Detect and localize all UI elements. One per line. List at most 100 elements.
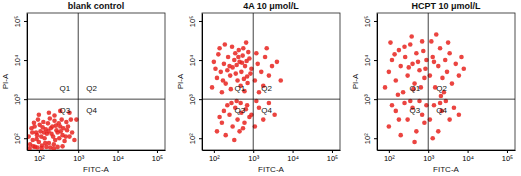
- x-tick: 10⁵: [152, 150, 163, 163]
- x-axis-title: FITC-A: [258, 165, 284, 174]
- y-axis-title: PI-A: [176, 73, 185, 89]
- event-dot: [403, 55, 408, 60]
- event-dot: [450, 81, 455, 86]
- quadrant-label: Q1: [410, 84, 421, 93]
- x-tick: 10³: [423, 150, 434, 163]
- panel-title: blank control: [68, 1, 125, 11]
- figure: Q1Q2Q3Q410²10³10⁴10⁵10²10³10⁴10⁵blank co…: [0, 0, 521, 176]
- event-dot: [392, 52, 397, 57]
- event-dot: [272, 112, 277, 117]
- x-tick: 10⁵: [327, 150, 338, 163]
- x-tick-mark: [214, 150, 215, 153]
- event-dot: [452, 106, 457, 111]
- event-dot: [215, 76, 220, 81]
- quadrant-label: Q2: [86, 84, 97, 93]
- x-tick: 10⁴: [112, 150, 124, 163]
- event-dot: [390, 103, 395, 108]
- event-dot: [461, 66, 466, 71]
- quadrant-label: Q3: [60, 106, 71, 115]
- event-dot: [223, 42, 228, 47]
- x-tick-mark: [507, 150, 508, 153]
- event-dot: [443, 58, 448, 63]
- event-dot: [46, 121, 51, 126]
- event-dot: [432, 60, 437, 65]
- x-tick-label: 10²: [384, 154, 395, 163]
- quadrant-label: Q2: [436, 84, 447, 93]
- event-dot: [64, 120, 69, 125]
- quadrant-label: Q3: [235, 106, 246, 115]
- event-dot: [229, 101, 234, 106]
- x-axis-line: [28, 150, 166, 151]
- event-dot: [254, 51, 259, 56]
- event-dot: [430, 136, 435, 141]
- event-dot: [412, 140, 417, 145]
- event-dot: [242, 120, 247, 125]
- y-tick: 10³: [188, 94, 202, 105]
- event-dot: [244, 59, 249, 64]
- event-dot: [215, 129, 220, 134]
- x-tick-mark: [428, 150, 429, 153]
- event-dot: [232, 138, 237, 143]
- x-tick-label: 10³: [423, 154, 434, 163]
- event-dot: [397, 117, 402, 122]
- x-tick: 10⁵: [502, 150, 513, 163]
- x-axis: 10²10³10⁴10⁵: [378, 150, 516, 163]
- event-dot: [414, 129, 419, 134]
- event-dot: [401, 90, 406, 95]
- x-tick-mark: [389, 150, 390, 153]
- y-tick-mark: [199, 99, 202, 100]
- event-dot: [233, 51, 238, 56]
- plot-frame: [377, 13, 515, 150]
- event-dot: [263, 55, 268, 60]
- event-dot: [393, 109, 398, 114]
- event-dot: [69, 117, 74, 122]
- event-dot: [434, 32, 439, 37]
- event-dot: [44, 145, 49, 150]
- event-dot: [37, 112, 42, 117]
- y-tick: 10⁴: [13, 55, 27, 67]
- quadrant-label: Q1: [235, 84, 246, 93]
- gate-line: [78, 13, 79, 150]
- event-dot: [233, 71, 238, 76]
- event-dot: [405, 73, 410, 78]
- event-dot: [438, 101, 443, 106]
- event-dot: [264, 46, 269, 51]
- quadrant-label: Q1: [60, 84, 71, 93]
- gate-line: [428, 13, 429, 150]
- event-dot: [453, 62, 458, 67]
- x-tick-mark: [78, 150, 79, 153]
- event-dot: [212, 60, 217, 65]
- event-dot: [421, 49, 426, 54]
- event-dot: [52, 113, 57, 118]
- y-axis-line: [202, 14, 203, 151]
- event-dot: [457, 73, 462, 78]
- y-tick: 10⁵: [363, 16, 377, 27]
- event-dot: [49, 131, 54, 136]
- gate-line: [202, 99, 340, 100]
- event-dot: [402, 101, 407, 106]
- event-dot: [32, 124, 37, 129]
- event-dot: [40, 125, 45, 130]
- x-tick-mark: [39, 150, 40, 153]
- y-tick-label: 10²: [188, 133, 197, 144]
- event-dot: [235, 117, 240, 122]
- event-dot: [218, 70, 223, 75]
- panel-title: HCPT 10 μmol/L: [411, 1, 481, 11]
- event-dot: [414, 51, 419, 56]
- y-tick: 10²: [363, 133, 377, 144]
- y-tick-mark: [24, 60, 27, 61]
- y-axis: 10²10³10⁴10⁵: [363, 14, 378, 151]
- event-dot: [31, 144, 36, 149]
- event-dot: [70, 130, 75, 135]
- y-tick-mark: [374, 99, 377, 100]
- event-dot: [390, 58, 395, 63]
- plot-frame: [27, 13, 165, 150]
- event-dot: [36, 117, 41, 122]
- event-dot: [440, 76, 445, 81]
- event-dot: [430, 55, 435, 60]
- event-dot: [222, 109, 227, 114]
- y-axis-line: [27, 14, 28, 151]
- event-dot: [387, 70, 392, 75]
- points: [27, 109, 79, 150]
- y-tick-mark: [24, 138, 27, 139]
